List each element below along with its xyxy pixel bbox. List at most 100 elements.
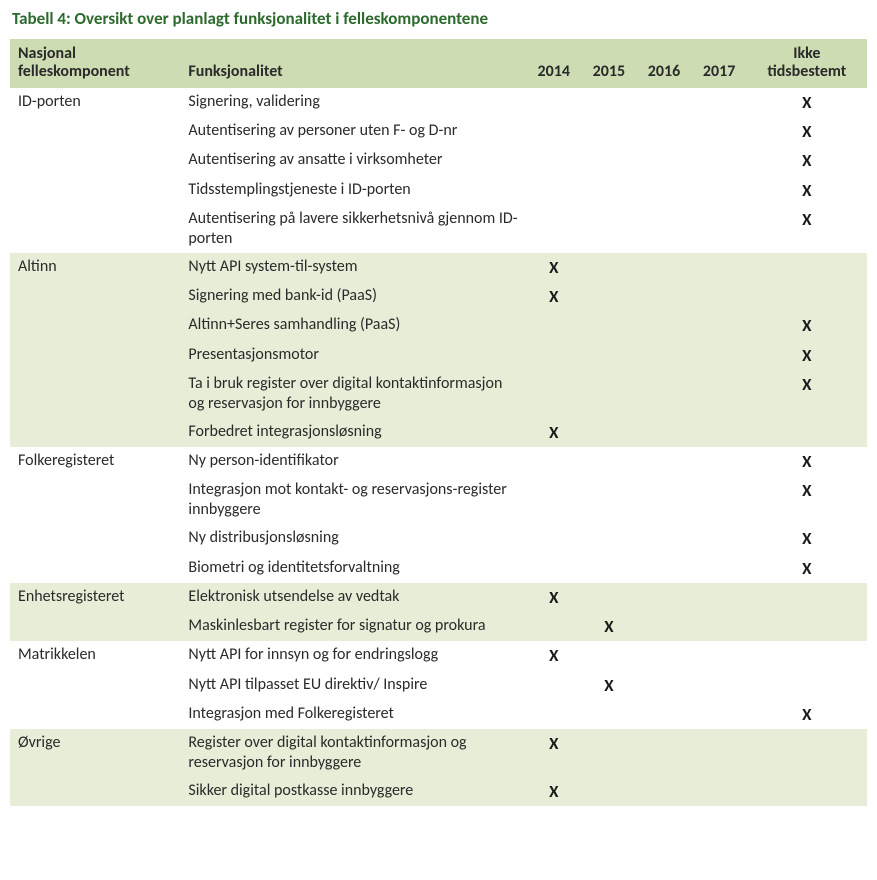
table-row: Altinn+Seres samhandling (PaaS)X: [10, 311, 867, 340]
cell-functionality: Integrasjon mot kontakt- og reservasjons…: [180, 476, 526, 524]
cell-functionality: Biometri og identitetsforvaltning: [180, 554, 526, 583]
col-2016: 2016: [636, 39, 691, 88]
cell-y2017: [692, 700, 747, 729]
cell-y2014: [526, 476, 581, 524]
cell-ikke: [747, 612, 867, 641]
table-row: Nytt API tilpasset EU direktiv/ InspireX: [10, 671, 867, 700]
cell-functionality: Autentisering av personer uten F- og D-n…: [180, 117, 526, 146]
cell-ikke: [747, 729, 867, 777]
cell-y2017: [692, 282, 747, 311]
cell-y2015: [581, 341, 636, 370]
cell-functionality: Signering, validering: [180, 88, 526, 117]
cell-y2017: [692, 583, 747, 612]
cell-y2014: [526, 117, 581, 146]
cell-y2016: [636, 311, 691, 340]
table-row: Sikker digital postkasse innbyggereX: [10, 777, 867, 806]
cell-y2015: [581, 447, 636, 476]
cell-component: [10, 311, 180, 340]
table-row: Autentisering av personer uten F- og D-n…: [10, 117, 867, 146]
table-title: Tabell 4: Oversikt over planlagt funksjo…: [12, 8, 867, 29]
cell-component: Altinn: [10, 253, 180, 282]
col-komp: Nasjonal felleskomponent: [10, 39, 180, 88]
table-row: Ta i bruk register over digital kontakti…: [10, 370, 867, 418]
cell-component: [10, 146, 180, 175]
table-row: ID-portenSignering, valideringX: [10, 88, 867, 117]
cell-y2015: [581, 253, 636, 282]
cell-functionality: Sikker digital postkasse innbyggere: [180, 777, 526, 806]
cell-y2016: [636, 641, 691, 670]
cell-y2017: [692, 418, 747, 447]
table-row: Signering med bank-id (PaaS)X: [10, 282, 867, 311]
cell-y2014: X: [526, 418, 581, 447]
cell-component: Enhetsregisteret: [10, 583, 180, 612]
table-row: Integrasjon med FolkeregisteretX: [10, 700, 867, 729]
cell-y2016: [636, 729, 691, 777]
cell-component: Folkeregisteret: [10, 447, 180, 476]
cell-component: [10, 476, 180, 524]
cell-y2014: [526, 612, 581, 641]
cell-y2015: [581, 282, 636, 311]
table-row: Forbedret integrasjonsløsningX: [10, 418, 867, 447]
cell-functionality: Register over digital kontaktinformasjon…: [180, 729, 526, 777]
cell-y2014: [526, 370, 581, 418]
cell-y2014: X: [526, 282, 581, 311]
cell-functionality: Forbedret integrasjonsløsning: [180, 418, 526, 447]
cell-y2017: [692, 117, 747, 146]
cell-y2016: [636, 253, 691, 282]
cell-y2017: [692, 612, 747, 641]
cell-component: [10, 700, 180, 729]
cell-y2015: [581, 524, 636, 553]
table-body: ID-portenSignering, valideringXAutentise…: [10, 88, 867, 807]
cell-y2016: [636, 612, 691, 641]
table-row: Tidsstemplingstjeneste i ID-portenX: [10, 176, 867, 205]
cell-y2017: [692, 253, 747, 282]
cell-ikke: [747, 282, 867, 311]
cell-ikke: [747, 641, 867, 670]
cell-y2014: [526, 554, 581, 583]
cell-ikke: X: [747, 700, 867, 729]
page-root: Tabell 4: Oversikt over planlagt funksjo…: [0, 0, 877, 816]
cell-functionality: Autentisering av ansatte i virksomheter: [180, 146, 526, 175]
cell-component: [10, 117, 180, 146]
cell-ikke: X: [747, 341, 867, 370]
cell-y2015: [581, 476, 636, 524]
cell-y2017: [692, 777, 747, 806]
cell-y2014: X: [526, 253, 581, 282]
table-row: ØvrigeRegister over digital kontaktinfor…: [10, 729, 867, 777]
table-row: Maskinlesbart register for signatur og p…: [10, 612, 867, 641]
cell-component: [10, 282, 180, 311]
col-2014: 2014: [526, 39, 581, 88]
cell-ikke: X: [747, 524, 867, 553]
cell-y2016: [636, 176, 691, 205]
cell-functionality: Presentasjonsmotor: [180, 341, 526, 370]
cell-ikke: X: [747, 476, 867, 524]
cell-functionality: Nytt API system-til-system: [180, 253, 526, 282]
cell-y2017: [692, 554, 747, 583]
cell-y2016: [636, 117, 691, 146]
cell-y2014: X: [526, 729, 581, 777]
cell-functionality: Altinn+Seres samhandling (PaaS): [180, 311, 526, 340]
cell-ikke: X: [747, 117, 867, 146]
cell-component: [10, 205, 180, 253]
cell-y2015: [581, 311, 636, 340]
cell-y2014: X: [526, 583, 581, 612]
cell-y2014: [526, 205, 581, 253]
cell-y2016: [636, 282, 691, 311]
cell-component: [10, 370, 180, 418]
cell-y2015: [581, 370, 636, 418]
cell-y2017: [692, 524, 747, 553]
cell-y2016: [636, 476, 691, 524]
cell-y2016: [636, 583, 691, 612]
table-row: AltinnNytt API system-til-systemX: [10, 253, 867, 282]
cell-y2016: [636, 341, 691, 370]
col-func: Funksjonalitet: [180, 39, 526, 88]
cell-functionality: Tidsstemplingstjeneste i ID-porten: [180, 176, 526, 205]
cell-component: [10, 671, 180, 700]
cell-y2014: [526, 341, 581, 370]
cell-y2016: [636, 447, 691, 476]
cell-y2017: [692, 176, 747, 205]
cell-ikke: [747, 777, 867, 806]
cell-y2015: [581, 205, 636, 253]
cell-component: [10, 777, 180, 806]
cell-y2014: [526, 311, 581, 340]
